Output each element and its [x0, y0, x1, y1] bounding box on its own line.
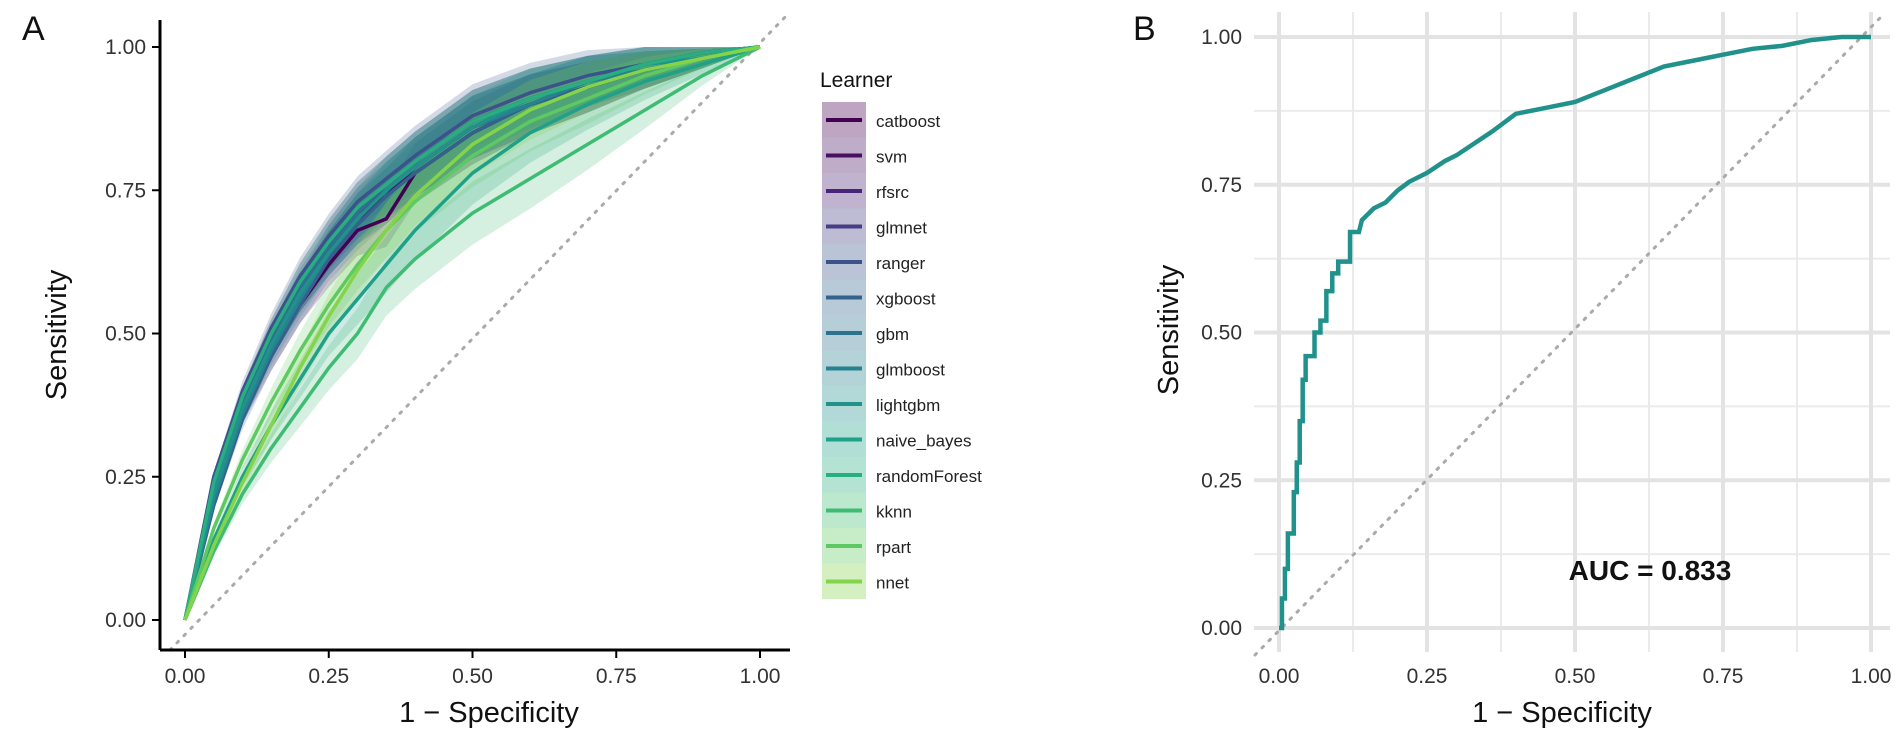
a-y-ticks: 0.00 0.25 0.50 0.75 1.00: [105, 36, 160, 632]
band-catboost: [185, 47, 760, 620]
legend-item-kknn: kknn: [822, 492, 912, 528]
legend-label: gbm: [876, 325, 909, 344]
legend-item-randomforest: randomForest: [822, 457, 982, 493]
line-randomforest: [183, 45, 761, 621]
legend-item-catboost: catboost: [822, 102, 941, 138]
a-x-tick-label: 1.00: [740, 665, 781, 688]
a-series-lines: [183, 45, 761, 621]
a-x-tick-label: 0.50: [452, 665, 493, 688]
legend-item-nnet: nnet: [822, 563, 909, 599]
a-y-tick-label: 0.00: [105, 609, 146, 632]
legend-label: naive_bayes: [876, 432, 971, 451]
panel-b-roc-final: B 0.00 0.25 0.50 0.75 1.00 0.00 0.25 0.50 0.75 1…: [1133, 10, 1891, 729]
legend-item-lightgbm: lightgbm: [822, 386, 940, 422]
b-roc-curve: [1279, 34, 1871, 631]
legend-label: rpart: [876, 538, 911, 557]
b-x-tick-label: 0.25: [1407, 665, 1448, 688]
legend-label: rfsrc: [876, 183, 910, 202]
auc-annotation: AUC = 0.833: [1569, 555, 1732, 586]
a-x-axis-title: 1 − Specificity: [399, 697, 579, 729]
a-reference-diagonal: [168, 10, 792, 652]
legend-items: catboost svm rfsrc glmnet ranger xgboost gbm gl…: [822, 102, 982, 599]
band-naive_bayes: [185, 47, 760, 620]
b-x-axis-title: 1 − Specificity: [1472, 697, 1652, 729]
learner-legend: Learner catboost svm rfsrc glmnet ranger xgbo…: [820, 69, 982, 599]
legend-item-svm: svm: [822, 137, 907, 173]
b-x-tick-label: 1.00: [1851, 665, 1892, 688]
a-y-axis-title: Sensitivity: [41, 269, 73, 400]
legend-label: glmboost: [876, 361, 945, 380]
b-y-tick-label: 0.50: [1201, 322, 1242, 345]
b-reference-diagonal: [1253, 16, 1882, 657]
roc-line: [1279, 34, 1871, 631]
b-y-tick-label: 0.75: [1201, 174, 1242, 197]
legend-label: glmnet: [876, 219, 927, 238]
legend-item-glmnet: glmnet: [822, 208, 927, 244]
a-y-tick-label: 1.00: [105, 36, 146, 59]
b-y-tick-label: 0.25: [1201, 469, 1242, 492]
a-x-tick-label: 0.25: [308, 665, 349, 688]
b-x-ticks: 0.00 0.25 0.50 0.75 1.00: [1259, 665, 1892, 688]
b-x-tick-label: 0.00: [1259, 665, 1300, 688]
b-x-tick-label: 0.75: [1703, 665, 1744, 688]
band-rpart: [185, 47, 760, 620]
legend-label: svm: [876, 148, 907, 167]
a-confidence-bands: [185, 47, 760, 620]
legend-item-naive_bayes: naive_bayes: [822, 421, 971, 457]
legend-item-glmboost: glmboost: [822, 350, 945, 386]
panel-a-label: A: [22, 10, 45, 48]
legend-item-xgboost: xgboost: [822, 279, 936, 315]
line-nnet: [183, 45, 761, 621]
legend-title: Learner: [820, 69, 892, 92]
legend-item-ranger: ranger: [822, 244, 925, 280]
a-y-tick-label: 0.50: [105, 323, 146, 346]
a-x-tick-label: 0.75: [596, 665, 637, 688]
legend-label: xgboost: [876, 290, 936, 309]
legend-item-rfsrc: rfsrc: [822, 173, 910, 209]
b-x-tick-label: 0.50: [1555, 665, 1596, 688]
legend-item-gbm: gbm: [822, 315, 909, 351]
a-y-tick-label: 0.25: [105, 466, 146, 489]
panel-b-label: B: [1133, 10, 1156, 48]
legend-label: catboost: [876, 112, 941, 131]
legend-label: kknn: [876, 503, 912, 522]
legend-label: randomForest: [876, 467, 982, 486]
b-y-axis-title: Sensitivity: [1153, 264, 1185, 395]
band-nnet: [185, 47, 760, 620]
panel-a-roc-all-learners: A 0.00 0.25 0.50 0.75 1.00 0.00 0.25 0.50 0.75 1…: [22, 10, 792, 729]
line-ranger: [183, 45, 761, 621]
line-kknn: [183, 45, 761, 621]
legend-item-rpart: rpart: [822, 528, 911, 564]
legend-label: ranger: [876, 254, 925, 273]
legend-label: nnet: [876, 574, 909, 593]
b-y-tick-label: 0.00: [1201, 617, 1242, 640]
a-x-tick-label: 0.00: [165, 665, 206, 688]
band-xgboost: [185, 47, 760, 620]
b-y-tick-label: 1.00: [1201, 26, 1242, 49]
a-x-ticks: 0.00 0.25 0.50 0.75 1.00: [165, 650, 781, 688]
legend-label: lightgbm: [876, 396, 940, 415]
a-y-tick-label: 0.75: [105, 179, 146, 202]
b-y-ticks: 0.00 0.25 0.50 0.75 1.00: [1201, 26, 1242, 640]
